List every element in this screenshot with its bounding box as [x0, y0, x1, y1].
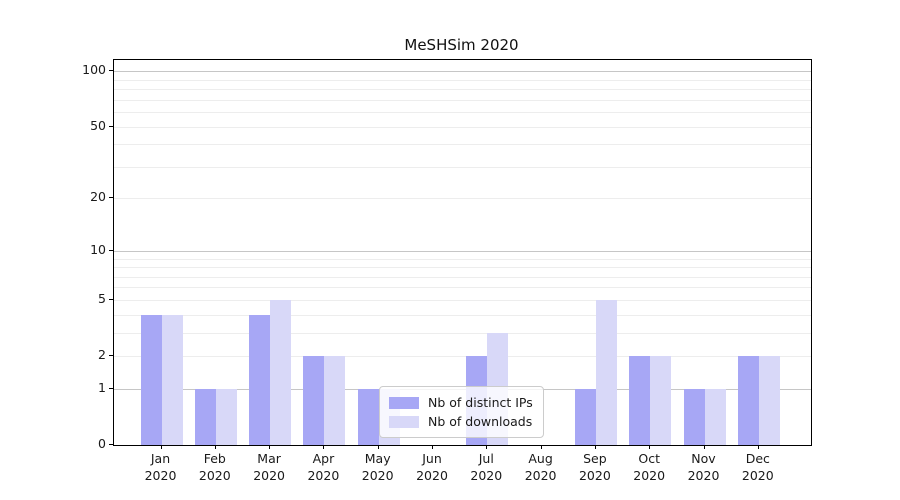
x-tickmark-aug	[540, 445, 542, 449]
minor-gridline-90	[114, 79, 811, 81]
y-tick-label-100: 100	[82, 62, 106, 78]
legend-swatch-distinct-ips	[389, 396, 419, 409]
x-tick-label-dec: Dec 2020	[741, 451, 774, 483]
y-tickmark-20	[109, 197, 113, 199]
bar-nb-of-distinct-ips-oct	[629, 356, 651, 445]
x-tickmark-nov	[703, 445, 705, 449]
minor-gridline-30	[114, 166, 811, 168]
major-gridline-100	[114, 71, 811, 73]
minor-gridline-4	[114, 314, 811, 316]
minor-gridline-9	[114, 258, 811, 260]
y-tickmark-100	[109, 70, 113, 72]
bar-nb-of-distinct-ips-feb	[194, 388, 216, 445]
x-tick-label-may: May 2020	[361, 451, 394, 483]
chart-title: MeSHSim 2020	[404, 36, 519, 54]
y-tick-label-10: 10	[90, 241, 106, 257]
x-tick-label-aug: Aug 2020	[524, 451, 557, 483]
bar-nb-of-distinct-ips-may	[357, 388, 379, 445]
x-tickmark-feb	[214, 445, 216, 449]
x-tick-label-jan: Jan 2020	[144, 451, 177, 483]
bar-nb-of-downloads-feb	[215, 388, 237, 445]
bar-nb-of-downloads-dec	[758, 356, 780, 445]
bar-nb-of-downloads-nov	[704, 388, 726, 445]
minor-gridline-60	[114, 112, 811, 114]
minor-gridline-80	[114, 89, 811, 91]
y-tickmark-50	[109, 125, 113, 127]
minor-gridline-2	[114, 356, 811, 357]
bar-nb-of-downloads-apr	[324, 356, 346, 445]
x-tickmark-sep	[594, 445, 596, 449]
bar-nb-of-distinct-ips-nov	[683, 388, 705, 445]
x-tickmark-jun	[432, 445, 433, 449]
minor-gridline-50	[114, 126, 811, 128]
x-tickmark-apr	[323, 445, 325, 449]
x-tick-label-apr: Apr 2020	[307, 451, 340, 483]
minor-gridline-8	[114, 267, 811, 268]
y-tickmark-1	[109, 387, 113, 389]
x-tick-label-sep: Sep 2020	[578, 451, 611, 483]
legend-entry-distinct-ips: Nb of distinct IPs	[389, 393, 533, 412]
x-tick-label-feb: Feb 2020	[198, 451, 231, 483]
minor-gridline-5	[114, 299, 811, 301]
x-tickmark-oct	[649, 445, 651, 449]
x-tick-label-mar: Mar 2020	[253, 451, 285, 483]
x-tickmark-jul	[486, 445, 488, 449]
legend: Nb of distinct IPs Nb of downloads	[379, 386, 544, 438]
minor-gridline-70	[114, 99, 811, 101]
major-gridline-10	[114, 250, 811, 252]
y-tickmark-5	[109, 298, 113, 300]
y-tick-label-2: 2	[98, 347, 106, 362]
x-tick-label-jul: Jul 2020	[470, 451, 503, 483]
legend-label: Nb of distinct IPs	[428, 395, 533, 410]
legend-label: Nb of downloads	[428, 414, 533, 429]
bar-nb-of-distinct-ips-mar	[249, 314, 271, 445]
bar-nb-of-distinct-ips-sep	[574, 388, 596, 445]
y-tick-label-0: 0	[98, 436, 106, 451]
y-tick-label-1: 1	[98, 379, 106, 395]
minor-gridline-20	[114, 198, 811, 200]
minor-gridline-40	[114, 144, 811, 146]
x-tickmark-may	[377, 445, 379, 449]
bar-nb-of-downloads-oct	[650, 356, 672, 445]
legend-swatch-downloads	[389, 415, 419, 428]
x-tickmark-mar	[269, 445, 271, 449]
y-tick-label-20: 20	[90, 189, 106, 205]
legend-entry-downloads: Nb of downloads	[389, 412, 533, 431]
y-tickmark-10	[109, 249, 113, 251]
y-tick-label-5: 5	[98, 290, 106, 306]
minor-gridline-6	[114, 287, 811, 289]
y-tickmark-0	[109, 444, 113, 445]
y-tick-label-50: 50	[90, 117, 106, 133]
minor-gridline-7	[114, 276, 811, 278]
x-tickmark-jan	[160, 445, 162, 449]
bar-nb-of-distinct-ips-jan	[140, 314, 162, 445]
minor-gridline-3	[114, 332, 811, 334]
bar-nb-of-downloads-jan	[161, 314, 183, 445]
bar-nb-of-downloads-sep	[595, 299, 617, 445]
x-tickmark-dec	[757, 445, 759, 449]
bar-nb-of-distinct-ips-dec	[737, 356, 759, 445]
bar-nb-of-distinct-ips-apr	[303, 356, 325, 445]
x-tick-label-jun: Jun 2020	[416, 451, 448, 483]
x-tick-label-nov: Nov 2020	[687, 451, 720, 483]
bar-nb-of-downloads-mar	[270, 299, 292, 445]
plot-area	[113, 59, 812, 446]
x-tick-label-oct: Oct 2020	[633, 451, 666, 483]
y-tickmark-2	[109, 355, 113, 356]
